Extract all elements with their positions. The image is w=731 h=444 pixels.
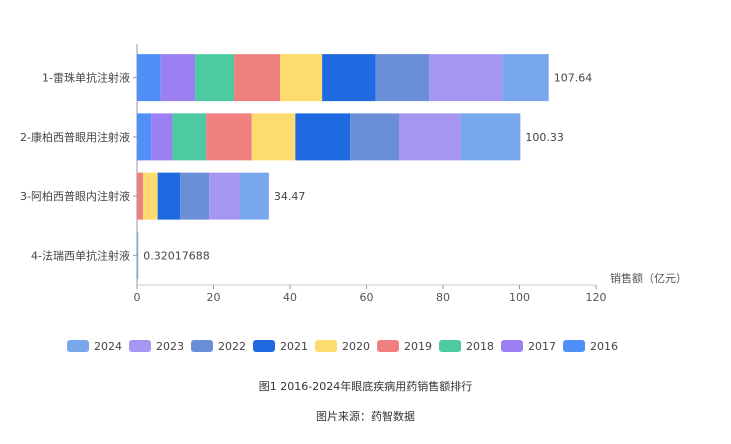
legend-swatch [129, 340, 151, 352]
bar-segment [251, 113, 296, 161]
bar-segment [502, 54, 549, 102]
bar-segment [137, 54, 161, 102]
bar-segment [157, 172, 181, 220]
x-tick-label: 40 [283, 291, 297, 304]
bar-segment [172, 113, 207, 161]
bar-segment [180, 172, 210, 220]
legend-label: 2019 [404, 340, 432, 353]
bar-segment [429, 54, 503, 102]
x-tick-label: 0 [134, 291, 141, 304]
x-axis-title: 销售额（亿元） [610, 271, 687, 285]
figure-source: 图片来源：药智数据 [316, 410, 415, 423]
legend-swatch [501, 340, 523, 352]
legend-swatch [191, 340, 213, 352]
bar-total-label: 0.32017688 [143, 249, 209, 262]
x-tick-label: 20 [207, 291, 221, 304]
bar-total-label: 34.47 [274, 190, 306, 203]
bar-segment [239, 172, 269, 220]
legend-label: 2017 [528, 340, 556, 353]
bar-segment [280, 54, 323, 102]
legend-label: 2022 [218, 340, 246, 353]
bar-segment [143, 172, 158, 220]
bar-segment [195, 54, 235, 102]
figure-caption: 图1 2016-2024年眼底疾病用药销售额排行 [258, 380, 473, 393]
bar-segment [295, 113, 351, 161]
bar-total-label: 100.33 [525, 131, 564, 144]
legend-label: 2016 [590, 340, 618, 353]
bar-segment [350, 113, 400, 161]
bar-segment [151, 113, 173, 161]
bar-segment [206, 113, 252, 161]
x-tick-label: 120 [586, 291, 607, 304]
bar-segment [160, 54, 196, 102]
bar-segment [375, 54, 430, 102]
x-tick-label: 80 [436, 291, 450, 304]
legend-swatch [377, 340, 399, 352]
x-tick-label: 100 [509, 291, 530, 304]
bar-total-label: 107.64 [554, 72, 593, 85]
category-label: 4-法瑞西单抗注射液 [31, 248, 130, 262]
category-label: 2-康柏西普眼用注射液 [20, 130, 130, 144]
legend-swatch [253, 340, 275, 352]
category-label: 3-阿柏西普眼内注射液 [20, 189, 130, 203]
bar-segment [137, 172, 144, 220]
legend-swatch [315, 340, 337, 352]
legend-label: 2023 [156, 340, 184, 353]
category-label: 1-雷珠单抗注射液 [42, 71, 130, 85]
legend-label: 2024 [94, 340, 122, 353]
bar-segment [234, 54, 281, 102]
bar-segment [137, 231, 139, 279]
legend-label: 2020 [342, 340, 370, 353]
legend-swatch [67, 340, 89, 352]
legend-label: 2018 [466, 340, 494, 353]
bar-segment [460, 113, 521, 161]
legend-swatch [439, 340, 461, 352]
legend-label: 2021 [280, 340, 308, 353]
bar-segment [322, 54, 376, 102]
legend-swatch [563, 340, 585, 352]
bar-segment [399, 113, 461, 161]
x-tick-label: 60 [360, 291, 374, 304]
bar-segment [137, 113, 152, 161]
bar-segment [209, 172, 240, 220]
